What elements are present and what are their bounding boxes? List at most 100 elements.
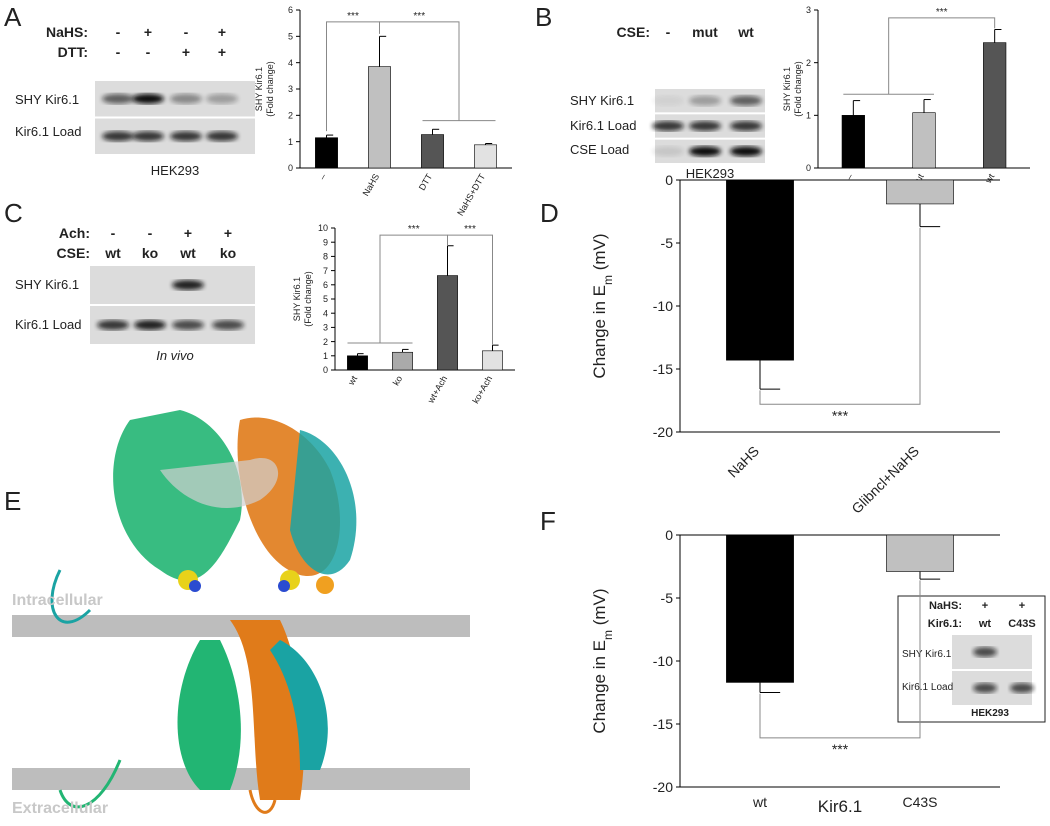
blot-band (730, 121, 762, 131)
panel-letter: E (4, 486, 21, 516)
blot-band (730, 146, 762, 157)
y-tick-label: 2 (323, 337, 328, 347)
significance-label: *** (413, 11, 425, 22)
x-tick-label: wt+Ach (425, 374, 449, 406)
condition-label: NaHS: (46, 24, 88, 40)
x-tick-label: NaHS (724, 443, 762, 481)
blot-row-label: SHY Kir6.1 (902, 649, 952, 660)
condition-sign: wt (737, 24, 754, 40)
y-axis-label: (Fold change) (265, 61, 275, 117)
x-tick-label: – (844, 172, 855, 181)
x-tick-label: ko+Ach (470, 374, 494, 405)
condition-sign: - (148, 225, 153, 241)
membrane-label: Intracellular (12, 592, 103, 609)
blot-band (973, 647, 997, 657)
y-axis-label: (Fold change) (793, 61, 803, 117)
condition-sign: mut (692, 24, 718, 40)
blot-band (132, 131, 164, 142)
blot-band (973, 683, 997, 693)
blot-band (97, 320, 129, 330)
y-tick-label: -15 (653, 361, 673, 377)
y-tick-label: -10 (653, 298, 673, 314)
blot-band (172, 280, 204, 290)
y-axis-label-part: m (601, 275, 615, 285)
bar (437, 275, 458, 371)
significance-label: *** (832, 741, 849, 757)
x-tick-label: C43S (902, 794, 937, 810)
y-axis-label: SHY Kir6.1 (292, 277, 302, 321)
x-tick-label: ko (391, 374, 404, 387)
bar (912, 112, 936, 169)
significance-bracket (759, 227, 921, 405)
condition-sign: ko (220, 245, 236, 261)
significance-label: *** (464, 224, 476, 235)
blot-row-label: CSE Load (570, 142, 629, 157)
condition-sign: + (218, 44, 226, 60)
condition-label: Ach: (59, 225, 90, 241)
blot-band (1010, 683, 1034, 693)
x-axis-label: Kir6.1 (818, 797, 862, 816)
bar (347, 355, 368, 371)
bar (482, 350, 503, 371)
condition-sign: + (224, 225, 232, 241)
significance-bracket (447, 234, 493, 345)
blot-band (172, 320, 204, 330)
significance-label: *** (832, 407, 849, 423)
y-tick-label: 1 (806, 110, 811, 120)
y-tick-label: 7 (323, 266, 328, 276)
condition-sign: - (116, 24, 121, 40)
y-tick-label: 1 (323, 351, 328, 361)
y-axis-label-part: (mV) (590, 588, 609, 630)
condition-sign: wt (978, 618, 992, 630)
blot-band (652, 95, 684, 106)
blot-row-label: SHY Kir6.1 (570, 93, 634, 108)
y-tick-label: 6 (288, 5, 293, 15)
bar (474, 144, 497, 169)
x-tick-label: wt (752, 794, 767, 810)
bar (368, 66, 391, 169)
blot-band (134, 320, 166, 330)
condition-sign: - (184, 24, 189, 40)
y-tick-label: 9 (323, 237, 328, 247)
bar (726, 179, 794, 361)
significance-label: *** (408, 224, 420, 235)
panel-letter: F (540, 506, 556, 536)
membrane-label: Extracellular (12, 800, 108, 817)
condition-sign: - (146, 44, 151, 60)
y-tick-label: 10 (318, 223, 328, 233)
blot-band (170, 131, 202, 142)
blot-band (206, 131, 238, 142)
significance-bracket (759, 580, 921, 739)
bar (421, 134, 444, 169)
blot-row-label: SHY Kir6.1 (15, 277, 79, 292)
blot-row-label: Kir6.1 Load (15, 124, 82, 139)
condition-sign: + (144, 24, 152, 40)
condition-sign: + (982, 600, 988, 612)
y-axis-label-part: m (601, 630, 615, 640)
y-tick-label: -20 (653, 424, 673, 440)
y-tick-label: 3 (323, 323, 328, 333)
y-tick-label: -5 (661, 235, 674, 251)
x-tick-label: Glibncl+NaHS (848, 443, 922, 517)
blot-row-label: Kir6.1 Load (902, 682, 953, 693)
y-tick-label: 0 (665, 172, 673, 188)
y-axis-label: (Fold change) (303, 271, 313, 327)
y-tick-label: -5 (661, 590, 674, 606)
panel-letter: C (4, 198, 23, 228)
blot-band (689, 146, 721, 157)
condition-sign: C43S (1008, 618, 1036, 630)
protein-structure: Intracellular Extracellular (12, 410, 470, 817)
y-tick-label: -10 (653, 653, 673, 669)
significance-bracket (888, 17, 996, 95)
blot-band (102, 93, 134, 104)
y-tick-label: 5 (288, 31, 293, 41)
y-tick-label: 3 (288, 84, 293, 94)
y-tick-label: 2 (288, 110, 293, 120)
blot-band (652, 146, 684, 157)
bar (983, 42, 1007, 169)
condition-sign: - (666, 24, 671, 40)
y-tick-label: 0 (323, 365, 328, 375)
blot-band (170, 93, 202, 104)
cell-label: In vivo (156, 348, 194, 363)
